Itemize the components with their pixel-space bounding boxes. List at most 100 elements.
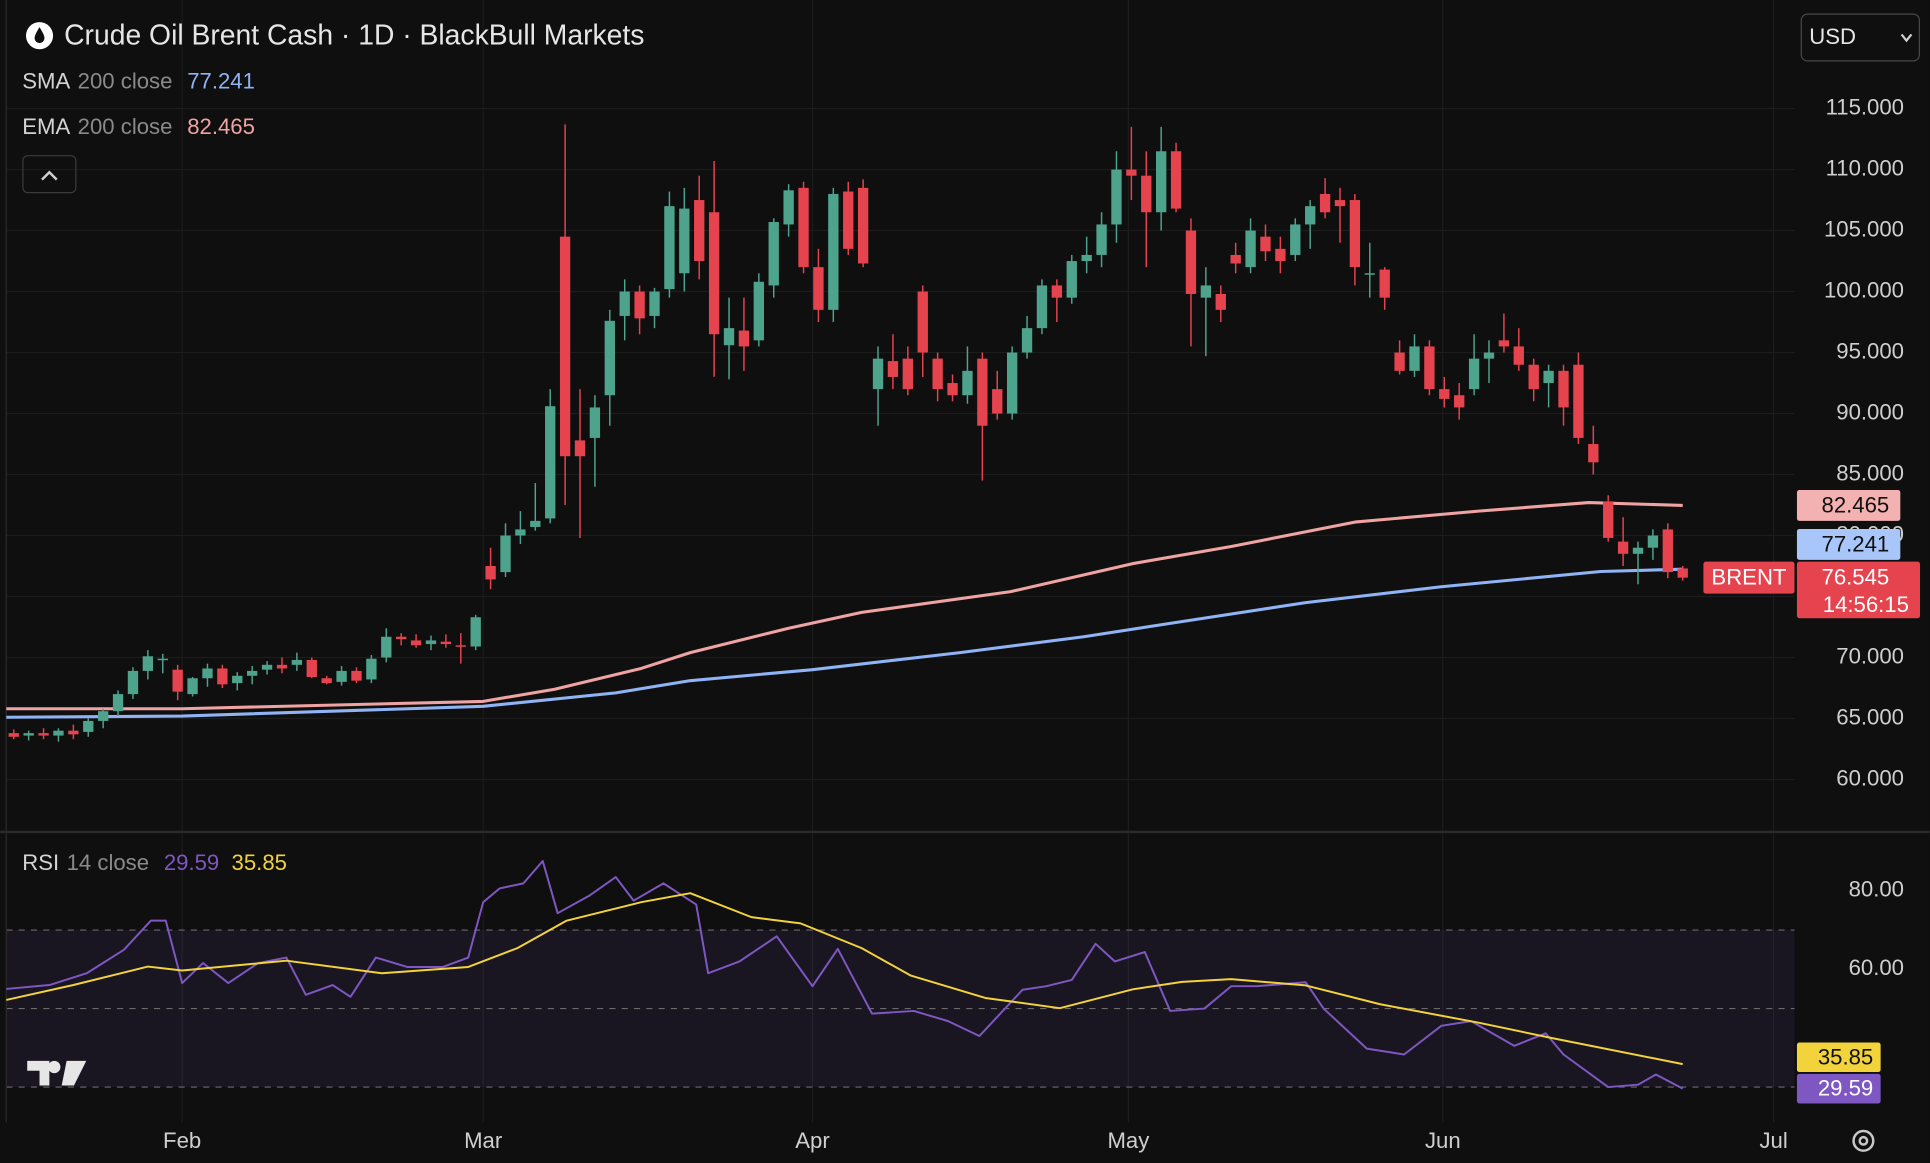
candle-body [470,617,481,647]
y-tick-label: 110.000 [1826,155,1904,180]
y-tick-label: 90.000 [1836,399,1904,424]
x-tick-label: Mar [464,1128,502,1153]
candle-body [857,187,869,264]
candle-body [1603,501,1614,538]
candle-body [559,236,571,457]
candle-body [649,291,660,316]
candle-body [828,193,839,310]
candle-body [455,645,466,647]
candle-body [738,330,750,347]
candle-body [1379,269,1390,298]
candle-body [1141,175,1152,213]
x-tick-label: Feb [163,1128,201,1153]
candle-body [112,694,124,712]
candle-body [694,200,705,262]
candle-body [1170,151,1182,209]
candle-body [321,678,332,684]
candle-body [1111,169,1122,225]
candle-body [1185,230,1197,294]
candle-body [1334,200,1346,207]
candle-body [1424,346,1435,390]
y-tick-label: 100.000 [1824,277,1904,302]
indicator-line [6,567,1683,719]
candle-body [396,636,407,640]
grid [6,0,1795,1123]
candle-body [574,440,586,457]
y-tick-label: 70.000 [1836,643,1904,668]
candle-body [1096,224,1107,255]
candle-body [1439,389,1450,399]
candle-body [1230,254,1241,264]
candle-body [68,730,79,735]
y-tick-label: 80.00 [1849,877,1904,902]
candle-body [1021,328,1033,353]
candle-body [351,670,362,681]
candle-body [1647,535,1659,548]
rsi-legend[interactable]: RSI 14 close 29.59 35.85 [22,850,287,875]
candle-body [8,733,19,737]
collapse-button[interactable] [22,155,77,194]
candle-body [992,389,1003,414]
candle-body [1394,352,1405,371]
candle-body [545,406,556,519]
candle-body [932,358,943,390]
candle-body [1081,254,1092,262]
candle-body [366,658,377,680]
legend-value: 77.241 [187,68,255,93]
currency-dropdown[interactable] [1800,13,1921,62]
candle-body [336,670,347,682]
candle-body [425,640,437,645]
candle-body [753,281,764,341]
logo[interactable] [27,1060,87,1086]
candle-body [843,191,854,249]
candle-body [589,407,601,438]
candle-body [768,222,779,286]
rsi-line [6,860,1684,1090]
rsi-band [6,930,1795,1088]
candle-body [1617,541,1629,554]
candle-body [1290,224,1301,255]
indicator-badge [1796,490,1901,521]
candle-body [202,668,213,679]
chart-title[interactable]: Crude Oil Brent Cash · 1D · BlackBull Ma… [64,18,644,50]
legend-value: 29.59 [164,850,219,875]
candle-body [306,659,317,678]
candle-body [1155,151,1167,213]
candle-body [783,190,794,225]
candle-body [634,291,645,319]
candle-body [1543,370,1554,384]
y-tick-label: 85.000 [1836,460,1904,485]
candle-body [872,358,884,390]
candle-body [1364,273,1375,275]
candle-body [1051,285,1063,298]
candle-body [1409,346,1420,371]
symbol-badge-label: BRENT [1711,565,1787,590]
price-badge-value: 76.545 [1822,565,1890,590]
candle-body [500,535,511,573]
sma-legend[interactable]: SMA 200 close 77.241 [22,68,255,93]
x-tick-label: Jul [1759,1128,1787,1153]
legend-name: RSI [22,850,59,875]
y-tick-label: 115.000 [1826,94,1904,119]
rsi-badge-value: 29.59 [1818,1076,1873,1101]
candle-body [798,187,809,268]
candle-body [1200,285,1212,298]
candle-body [887,361,899,377]
candle-body [1260,236,1271,252]
candle-body [157,658,168,661]
ema-legend[interactable]: EMA 200 close 82.465 [22,114,255,139]
candle-body [381,636,392,658]
candle-body [813,267,824,310]
legend-params: 14 close [67,850,149,875]
settings-button[interactable] [1852,1129,1875,1152]
candle-body [485,566,496,580]
collapse-icon [41,170,58,181]
y-tick-label: 65.000 [1836,704,1904,729]
candle-body [410,640,422,646]
candle-body [83,720,94,732]
candle-body [515,529,526,536]
rsi-badge [1796,1042,1881,1073]
candle-body [1468,358,1480,390]
legend-params: 200 close [78,68,173,93]
